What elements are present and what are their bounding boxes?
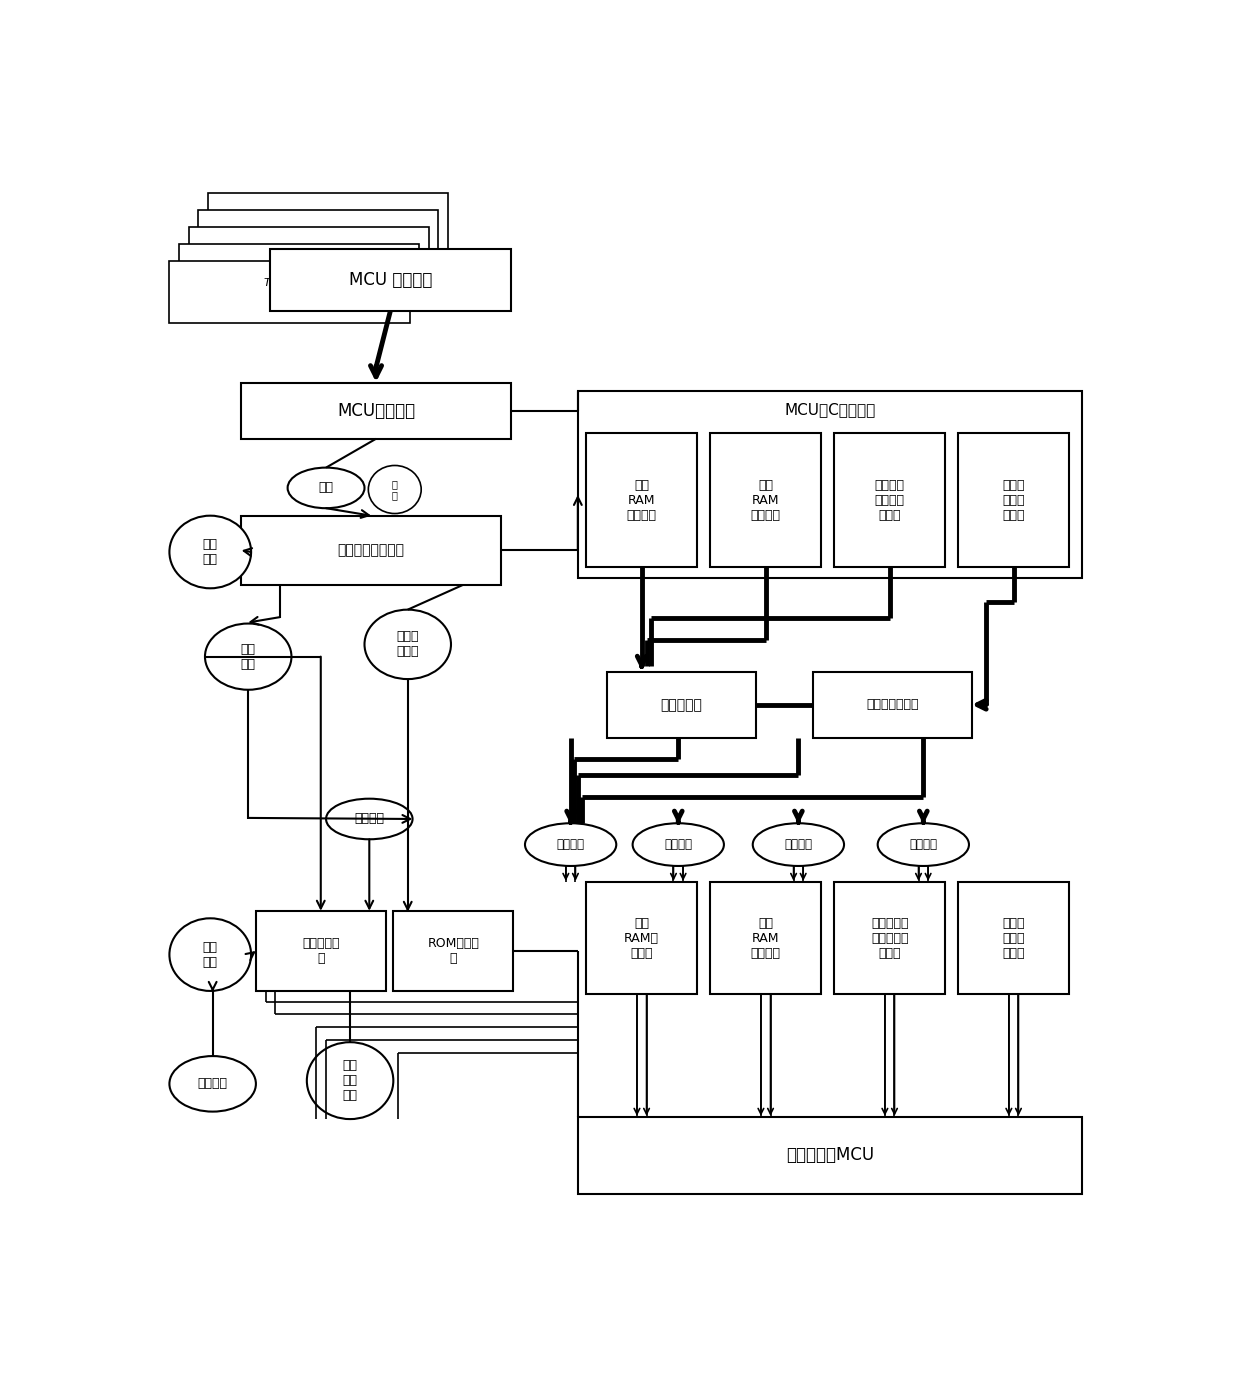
FancyBboxPatch shape (711, 882, 821, 994)
Text: 文件读写: 文件读写 (355, 813, 384, 825)
Text: 内部
RAM
存储单元: 内部 RAM 存储单元 (750, 479, 781, 522)
FancyBboxPatch shape (959, 433, 1069, 567)
FancyBboxPatch shape (198, 211, 439, 272)
Text: 外部特殊
功能寄存
器单元: 外部特殊 功能寄存 器单元 (874, 479, 905, 522)
Text: 寄存器值: 寄存器值 (665, 838, 692, 852)
Ellipse shape (306, 1042, 393, 1119)
Text: 待验证模块MCU: 待验证模块MCU (786, 1147, 874, 1165)
Text: 十六
进制
代码: 十六 进制 代码 (342, 1060, 357, 1103)
Ellipse shape (753, 824, 844, 865)
Text: 外部
程序: 外部 程序 (203, 940, 218, 968)
Ellipse shape (878, 824, 968, 865)
Ellipse shape (632, 824, 724, 865)
FancyBboxPatch shape (587, 433, 697, 567)
FancyBboxPatch shape (606, 671, 755, 738)
Text: Test case: Test case (293, 227, 345, 237)
FancyBboxPatch shape (578, 1117, 1083, 1194)
Text: 内部特
殊寄存
器单元: 内部特 殊寄存 器单元 (1002, 479, 1025, 522)
Text: 外部
RAM行
为模型: 外部 RAM行 为模型 (624, 917, 660, 960)
Text: 外部
程序: 外部 程序 (203, 538, 218, 566)
FancyBboxPatch shape (270, 248, 511, 311)
Ellipse shape (368, 466, 422, 513)
Text: MCU指令生成: MCU指令生成 (337, 402, 415, 420)
Text: 端口驱动模
块: 端口驱动模 块 (303, 936, 340, 965)
Text: 寄存器值: 寄存器值 (557, 838, 584, 852)
Text: 功能覆盖率模块: 功能覆盖率模块 (867, 698, 919, 712)
Text: 内部特
殊寄存
器模型: 内部特 殊寄存 器模型 (1002, 917, 1025, 960)
FancyBboxPatch shape (578, 391, 1083, 577)
FancyBboxPatch shape (835, 882, 945, 994)
FancyBboxPatch shape (179, 244, 419, 307)
FancyBboxPatch shape (587, 882, 697, 994)
FancyBboxPatch shape (255, 911, 386, 990)
FancyBboxPatch shape (711, 433, 821, 567)
FancyBboxPatch shape (393, 911, 513, 990)
Text: 外部特殊功
能寄存器行
为模型: 外部特殊功 能寄存器行 为模型 (870, 917, 909, 960)
Ellipse shape (170, 918, 250, 990)
FancyBboxPatch shape (835, 433, 945, 567)
Text: Test case: Test case (273, 261, 325, 270)
Ellipse shape (365, 610, 451, 680)
Text: 内部
RAM
行为模型: 内部 RAM 行为模型 (750, 917, 781, 960)
Text: Test case: Test case (264, 279, 315, 288)
Text: 十六进
制代码: 十六进 制代码 (397, 630, 419, 659)
Text: ROM行为模
型: ROM行为模 型 (428, 936, 480, 965)
Text: 寄存器值: 寄存器值 (785, 838, 812, 852)
Ellipse shape (170, 1056, 255, 1111)
FancyBboxPatch shape (208, 193, 448, 255)
Text: 执行模块，汇编器: 执行模块，汇编器 (337, 544, 404, 558)
Ellipse shape (205, 624, 291, 689)
Text: 端口信号: 端口信号 (197, 1078, 228, 1090)
Text: Test case: Test case (283, 244, 335, 254)
Text: 外部
RAM
存储单元: 外部 RAM 存储单元 (626, 479, 657, 522)
Text: Test case: Test case (303, 209, 353, 219)
FancyBboxPatch shape (188, 227, 429, 290)
Text: MCU的C参照模型: MCU的C参照模型 (785, 402, 875, 417)
FancyBboxPatch shape (242, 383, 511, 438)
Ellipse shape (525, 824, 616, 865)
Text: 端口
数据: 端口 数据 (241, 642, 255, 671)
Ellipse shape (288, 467, 365, 508)
Text: MCU 测试用例: MCU 测试用例 (348, 270, 432, 288)
FancyBboxPatch shape (959, 882, 1069, 994)
Text: 测
删: 测 删 (392, 479, 398, 501)
Ellipse shape (170, 516, 250, 588)
Text: 自检记分板: 自检记分板 (660, 698, 702, 712)
Text: 汇编: 汇编 (319, 481, 334, 494)
Text: 寄存器值: 寄存器值 (909, 838, 937, 852)
FancyBboxPatch shape (170, 262, 409, 323)
Ellipse shape (326, 799, 413, 839)
FancyBboxPatch shape (242, 516, 501, 585)
FancyBboxPatch shape (813, 671, 972, 738)
